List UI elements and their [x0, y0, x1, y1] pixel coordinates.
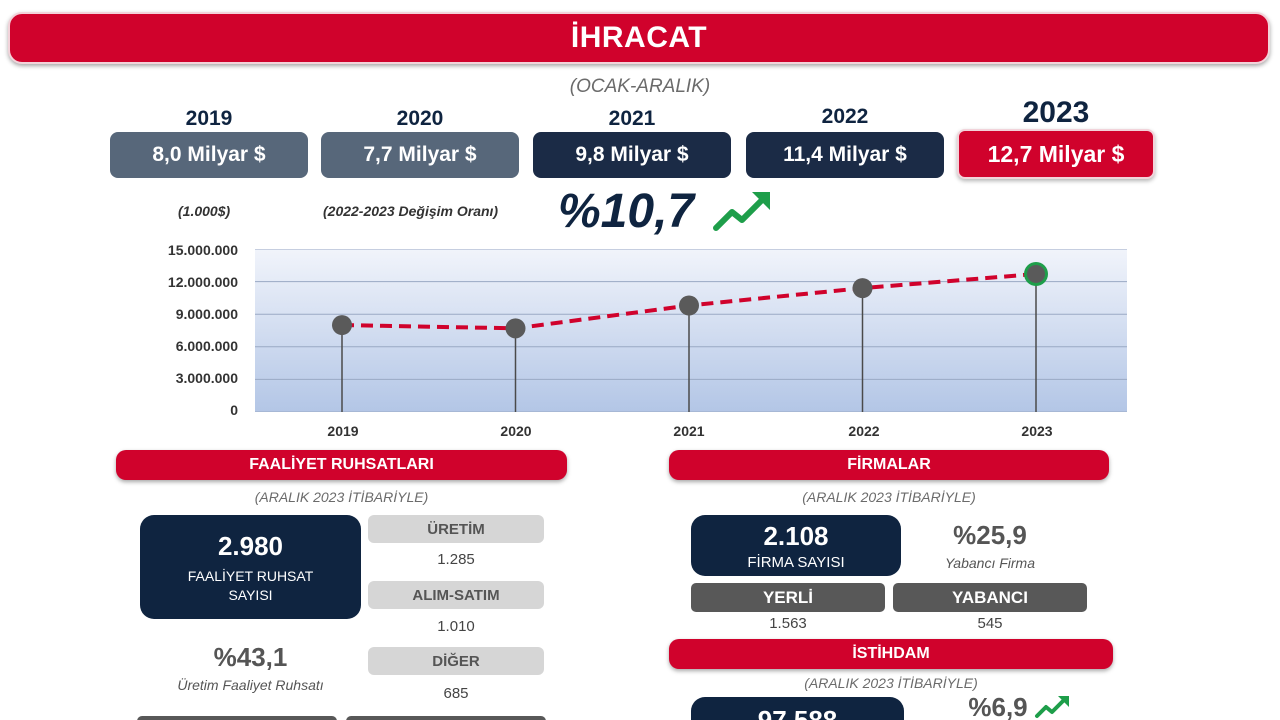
foreign-firm-share: %25,9 [953, 520, 1027, 550]
employment-title: İSTİHDAM [852, 645, 930, 662]
y-tick-label: 3.000.000 [175, 370, 238, 386]
page-title: İHRACAT [570, 21, 708, 54]
unit-label: (1.000$) [178, 203, 231, 219]
licenses-banner: FAALİYET RUHSATLARI [116, 450, 567, 480]
value-2019: 8,0 Milyar $ [152, 143, 266, 166]
license-total-caption-2: SAYISI [228, 587, 273, 603]
license-label-other: DİĞER [368, 647, 544, 675]
employment-total-box: 97.588 [691, 697, 904, 720]
firms-subtitle: (ARALIK 2023 İTİBARİYLE) [802, 489, 976, 505]
license-total-caption-1: FAALİYET RUHSAT [187, 568, 314, 584]
licenses-title: FAALİYET RUHSATLARI [249, 456, 434, 473]
license-label-text: ALIM-SATIM [412, 586, 500, 604]
x-tick-label: 2021 [673, 423, 705, 439]
firm-total-caption: FİRMA SAYISI [747, 553, 845, 571]
trend-up-icon [1035, 696, 1069, 718]
license-total-box: 2.980 FAALİYET RUHSAT SAYISI [140, 515, 361, 619]
data-point [679, 295, 699, 316]
license-label-text: ÜRETİM [427, 520, 485, 538]
export-line-chart [255, 249, 1127, 412]
license-value-other: 685 [443, 685, 469, 702]
employment-banner: İSTİHDAM [669, 639, 1113, 669]
licenses-subtitle: (ARALIK 2023 İTİBARİYLE) [254, 489, 429, 505]
foreign-firm-caption: Yabancı Firma [945, 555, 1035, 571]
year-label-2023: 2023 [1022, 96, 1090, 129]
domestic-value: 1.563 [769, 615, 807, 632]
value-2023: 12,7 Milyar $ [987, 140, 1125, 167]
year-label-2019: 2019 [185, 107, 233, 130]
value-pill-2023: 12,7 Milyar $ [957, 129, 1155, 179]
license-label-text: DİĞER [432, 652, 480, 670]
value-pill-2021: 9,8 Milyar $ [533, 132, 731, 178]
firms-banner: FİRMALAR [669, 450, 1109, 480]
value-pill-2020: 7,7 Milyar $ [321, 132, 519, 178]
license-value-trade: 1.010 [437, 618, 475, 635]
license-total: 2.980 [217, 531, 284, 561]
value-2021: 9,8 Milyar $ [575, 143, 689, 166]
license-label-trade: ALIM-SATIM [368, 581, 544, 609]
production-share: %43,1 [213, 642, 288, 672]
data-point [852, 278, 873, 299]
data-point [1027, 264, 1045, 283]
license-extra-bar [137, 716, 337, 720]
x-tick-label: 2023 [1021, 423, 1053, 439]
data-point [505, 318, 526, 339]
y-tick-label: 6.000.000 [175, 338, 238, 354]
license-label-production: ÜRETİM [368, 515, 544, 543]
value-pill-2022: 11,4 Milyar $ [746, 132, 944, 178]
change-value: %10,7 [558, 185, 695, 238]
data-point [332, 315, 352, 336]
year-label-2020: 2020 [396, 107, 444, 130]
foreign-label: YABANCI [893, 583, 1087, 612]
license-value-production: 1.285 [437, 551, 475, 568]
period-subtitle: (OCAK-ARALIK) [569, 76, 711, 97]
domestic-label-text: YERLİ [762, 587, 814, 607]
firm-total: 2.108 [763, 520, 829, 551]
production-share-caption: Üretim Faaliyet Ruhsatı [177, 677, 324, 693]
y-tick-label: 12.000.000 [167, 274, 238, 290]
x-tick-label: 2022 [848, 423, 880, 439]
x-tick-label: 2019 [327, 423, 359, 439]
value-2020: 7,7 Milyar $ [363, 143, 477, 166]
firms-title: FİRMALAR [847, 456, 931, 473]
change-label: (2022-2023 Değişim Oranı) [323, 203, 499, 219]
firm-total-box: 2.108 FİRMA SAYISI [691, 515, 901, 576]
year-label-2021: 2021 [608, 107, 656, 130]
license-extra-bar [346, 716, 546, 720]
plot-area [255, 249, 1127, 412]
y-tick-label: 0 [230, 402, 238, 418]
title-banner: İHRACAT [8, 12, 1270, 64]
employment-change: %6,9 [968, 692, 1028, 720]
y-tick-label: 9.000.000 [175, 306, 238, 322]
domestic-label: YERLİ [691, 583, 885, 612]
trend-up-icon [713, 192, 770, 231]
employment-total: 97.588 [757, 705, 838, 720]
y-tick-label: 15.000.000 [167, 242, 238, 258]
year-label-2022: 2022 [821, 105, 869, 128]
x-tick-label: 2020 [500, 423, 532, 439]
foreign-label-text: YABANCI [952, 587, 1028, 607]
employment-subtitle: (ARALIK 2023 İTİBARİYLE) [804, 675, 978, 691]
value-pill-2019: 8,0 Milyar $ [110, 132, 308, 178]
value-2022: 11,4 Milyar $ [783, 143, 907, 166]
foreign-value: 545 [977, 615, 1003, 632]
